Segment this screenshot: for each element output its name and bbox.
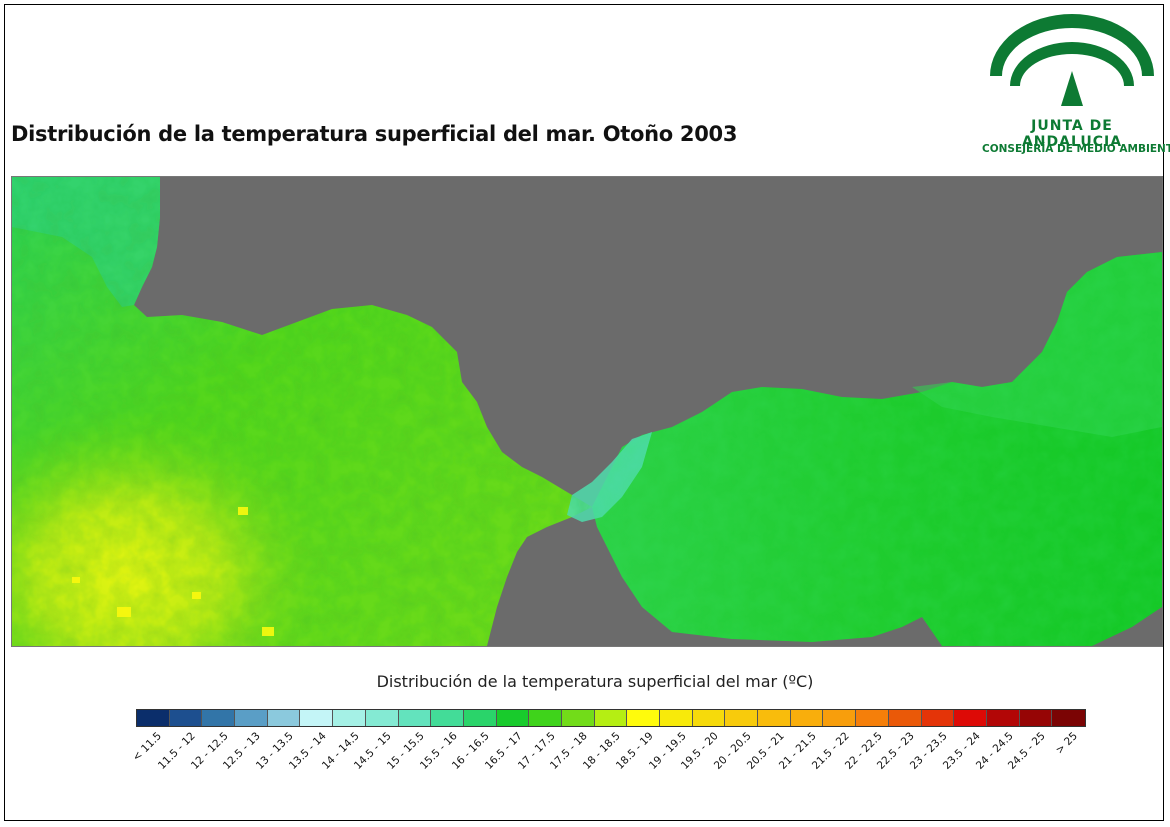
legend-color-bar xyxy=(136,709,1086,727)
legend-swatch xyxy=(921,710,955,726)
legend-swatch xyxy=(463,710,497,726)
legend-label: > 25 xyxy=(1053,730,1080,757)
legend-swatch xyxy=(496,710,530,726)
legend-swatch xyxy=(398,710,432,726)
map-canvas xyxy=(12,177,1162,646)
legend-swatch xyxy=(888,710,922,726)
legend-swatch xyxy=(954,710,987,726)
legend-swatch xyxy=(431,710,464,726)
legend-swatch xyxy=(235,710,268,726)
page-title: Distribución de la temperatura superfici… xyxy=(11,122,738,146)
legend-swatch xyxy=(594,710,628,726)
legend-swatch xyxy=(823,710,857,726)
legend-swatch xyxy=(856,710,889,726)
junta-logo: JUNTA DE ANDALUCIA CONSEJERÍA DE MEDIO A… xyxy=(982,14,1170,164)
legend-swatch xyxy=(1052,710,1085,726)
legend-swatch xyxy=(267,710,301,726)
legend-swatch xyxy=(725,710,759,726)
legend-swatch xyxy=(529,710,562,726)
legend-swatch xyxy=(137,710,170,726)
legend-swatch xyxy=(986,710,1020,726)
legend-swatch xyxy=(333,710,366,726)
legend-swatch xyxy=(758,710,791,726)
legend-swatch xyxy=(202,710,236,726)
junta-arch-icon xyxy=(990,14,1154,106)
legend-swatch xyxy=(561,710,595,726)
sea-temperature-map xyxy=(11,176,1163,647)
legend-swatch xyxy=(365,710,399,726)
logo-subtitle: CONSEJERÍA DE MEDIO AMBIENTE xyxy=(982,143,1170,155)
legend-swatch xyxy=(692,710,726,726)
legend-title: Distribución de la temperatura superfici… xyxy=(376,672,814,691)
legend-labels: < 11.5 11.5 - 12 12 - 12.5 12.5 - 13 13 - 13… xyxy=(131,730,1116,790)
legend-swatch xyxy=(790,710,824,726)
legend-swatch xyxy=(1019,710,1053,726)
figure-frame xyxy=(4,4,1164,821)
legend-swatch xyxy=(169,710,203,726)
legend-swatch xyxy=(627,710,660,726)
legend-swatch xyxy=(660,710,693,726)
logo-title: JUNTA DE ANDALUCIA xyxy=(1021,118,1123,150)
legend-swatch xyxy=(300,710,334,726)
